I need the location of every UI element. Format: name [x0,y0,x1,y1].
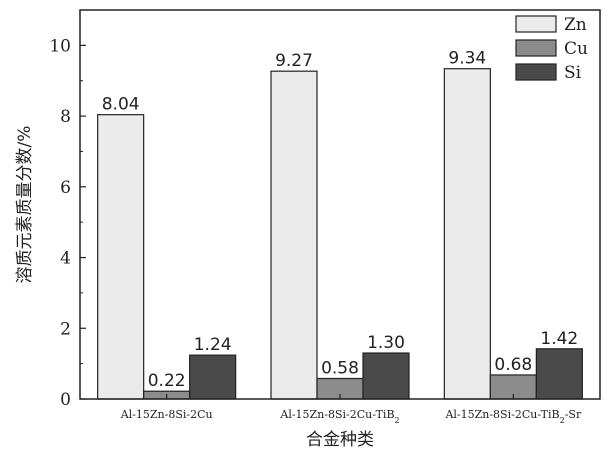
y-tick-label: 0 [60,390,71,410]
y-axis-label: 溶质元素质量分数/% [15,126,35,284]
y-tick-label: 6 [60,178,71,198]
data-label: 0.22 [148,371,186,391]
category-name: Al-15Zn-8Si-2Cu-TiB [279,408,394,421]
data-label: 0.58 [321,358,359,378]
x-tick-label: Al-15Zn-8Si-2Cu [120,408,213,421]
bar-zn [443,68,491,400]
category-subscript: 2 [395,416,400,425]
x-axis: Al-15Zn-8Si-2Cu Al-15Zn-8Si-2Cu-TiB2 Al-15… [120,394,582,425]
category-name: Al-15Zn-8Si-2Cu-TiB [444,408,559,421]
x-axis-label: 合金种类 [306,430,374,450]
legend-label: Zn [564,15,587,35]
data-labels-layer: 8.04 0.22 1.24 9.27 0.58 1.30 9.34 0.68 1.42 [102,49,579,392]
legend-label: Si [564,63,582,83]
legend-swatch-si [515,63,557,81]
bar-zn [270,70,318,400]
data-label: 1.24 [194,335,232,355]
data-label: 8.04 [102,95,140,115]
y-tick-label: 2 [60,319,71,339]
bar-si [535,348,583,400]
y-tick-label: 8 [60,107,71,127]
x-tick-label: Al-15Zn-8Si-2Cu-TiB2-Sr [444,408,582,425]
data-label: 9.27 [275,51,313,71]
category-suffix: -Sr [565,408,582,421]
bars-layer [97,68,583,400]
y-tick-label: 4 [60,249,71,269]
bar-zn [97,114,145,400]
legend-label: Cu [564,39,588,59]
y-tick-label: 10 [49,36,71,56]
legend: Zn Cu Si [515,15,588,83]
category-subscript: 2 [560,416,565,425]
bar-si [189,354,237,400]
data-label: 9.34 [448,49,486,69]
legend-swatch-zn [515,15,557,33]
legend-swatch-cu [515,39,557,57]
x-tick-label: Al-15Zn-8Si-2Cu-TiB2 [279,408,399,425]
data-label: 0.68 [494,355,532,375]
data-label: 1.42 [540,329,578,349]
category-name: Al-15Zn-8Si-2Cu [120,408,213,421]
y-axis: 0 2 4 6 8 10 [49,36,86,410]
data-label: 1.30 [367,333,405,353]
bar-si [362,352,410,400]
